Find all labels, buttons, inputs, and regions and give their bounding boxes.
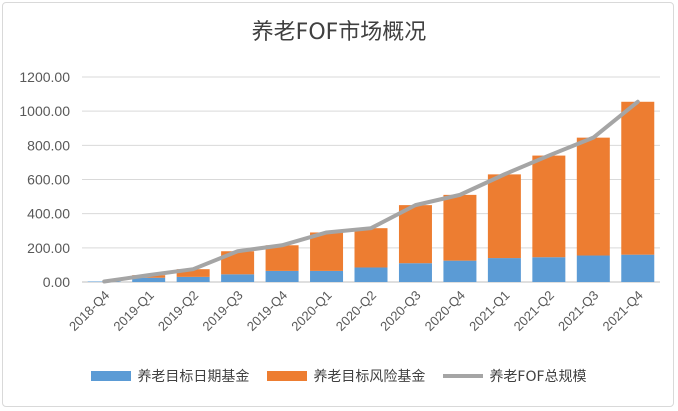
y-tick-label: 600.00 bbox=[27, 172, 70, 188]
y-tick-label: 1200.00 bbox=[19, 69, 70, 85]
bar-target-date bbox=[265, 270, 299, 282]
x-axis-labels: 2018-Q42019-Q12019-Q22019-Q32019-Q42020-… bbox=[66, 288, 646, 334]
legend-label-target-date: 养老目标日期基金 bbox=[137, 369, 250, 385]
x-tick-label: 2020-Q4 bbox=[422, 288, 468, 334]
bar-target-date bbox=[176, 276, 210, 282]
legend-item-target-date: 养老目标日期基金 bbox=[91, 366, 249, 386]
bars bbox=[87, 101, 655, 282]
legend-item-total: 养老FOF总规模 bbox=[443, 366, 587, 386]
bar-target-risk bbox=[487, 174, 521, 259]
y-tick-label: 800.00 bbox=[27, 137, 70, 153]
y-tick-label: 400.00 bbox=[27, 206, 70, 222]
bar-target-date bbox=[532, 257, 566, 282]
bar-target-date bbox=[310, 270, 344, 282]
bar-target-date bbox=[398, 263, 432, 282]
bar-target-date bbox=[132, 277, 166, 282]
x-tick-label: 2021-Q3 bbox=[555, 288, 601, 334]
x-tick-label: 2021-Q1 bbox=[466, 288, 512, 334]
bar-target-risk bbox=[398, 205, 432, 264]
bar-target-risk bbox=[221, 251, 255, 275]
y-tick-label: 0.00 bbox=[43, 274, 70, 290]
legend-swatch-target-risk bbox=[267, 371, 308, 381]
x-tick-label: 2018-Q4 bbox=[66, 288, 112, 334]
bar-target-date bbox=[621, 254, 655, 282]
legend-swatch-target-date bbox=[91, 371, 132, 381]
bar-target-risk bbox=[576, 137, 610, 256]
legend-label-total: 养老FOF总规模 bbox=[489, 369, 587, 385]
x-tick-label: 2019-Q1 bbox=[110, 288, 156, 334]
bar-target-date bbox=[221, 274, 255, 282]
bar-target-date bbox=[576, 255, 610, 282]
x-tick-label: 2021-Q2 bbox=[511, 288, 557, 334]
x-tick-label: 2020-Q1 bbox=[288, 288, 334, 334]
bar-target-risk bbox=[310, 232, 344, 271]
x-tick-label: 2019-Q2 bbox=[155, 288, 201, 334]
legend: 养老目标日期基金 养老目标风险基金 养老FOF总规模 bbox=[0, 366, 678, 386]
legend-swatch-total bbox=[443, 374, 484, 378]
bar-target-risk bbox=[532, 155, 566, 258]
x-tick-label: 2020-Q3 bbox=[377, 288, 423, 334]
bar-target-risk bbox=[265, 245, 299, 271]
total-line bbox=[102, 99, 640, 284]
chart-title: 养老FOF市场概况 bbox=[251, 20, 427, 45]
bar-target-risk bbox=[354, 228, 388, 268]
x-tick-label: 2020-Q2 bbox=[333, 288, 379, 334]
bar-target-date bbox=[354, 267, 388, 282]
legend-item-target-risk: 养老目标风险基金 bbox=[267, 366, 425, 386]
x-tick-label: 2021-Q4 bbox=[600, 288, 646, 334]
bar-target-date bbox=[487, 258, 521, 282]
bar-target-date bbox=[443, 260, 477, 282]
x-tick-label: 2019-Q4 bbox=[244, 288, 290, 334]
y-tick-label: 200.00 bbox=[27, 240, 70, 256]
bar-target-risk bbox=[176, 269, 210, 277]
legend-label-target-risk: 养老目标风险基金 bbox=[313, 369, 426, 385]
y-axis-labels: 0.00 200.00 400.00 600.00 800.00 1000.00 1200.… bbox=[19, 69, 70, 290]
y-tick-label: 1000.00 bbox=[19, 103, 70, 119]
bar-target-risk bbox=[443, 194, 477, 261]
x-tick-label: 2019-Q3 bbox=[199, 288, 245, 334]
bar-target-risk bbox=[621, 101, 655, 255]
